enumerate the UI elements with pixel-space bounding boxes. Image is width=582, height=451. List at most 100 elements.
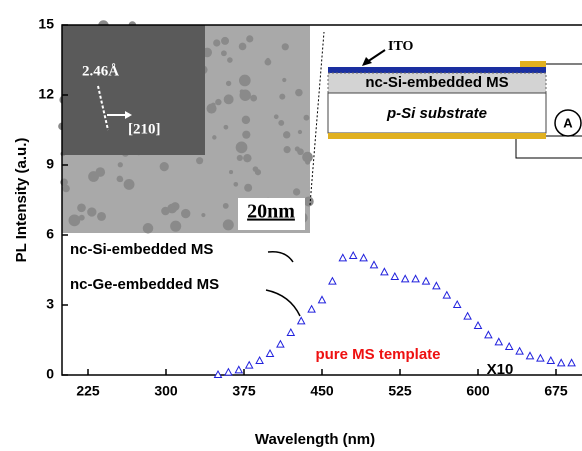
nanocrystal [239,75,251,87]
marker [319,296,326,303]
nanocrystal [265,59,272,66]
x-axis-label: Wavelength (nm) [255,431,375,448]
layer-label: nc-Si-embedded MS [365,74,508,91]
marker [464,313,471,320]
marker [277,341,284,348]
nanocrystal [160,162,169,171]
nanocrystal [215,99,221,105]
nanocrystal [226,81,231,86]
nanocrystal [282,78,286,82]
nanocrystal [181,209,190,218]
marker [256,357,263,364]
nanocrystal [223,219,234,230]
nanocrystal [283,131,290,138]
nanocrystal [77,203,86,212]
y-tick-label: 12 [38,86,54,102]
nanocrystal [243,154,251,162]
callout [268,252,293,262]
nanocrystal [201,213,205,217]
callout [266,290,300,316]
direction-label: [210] [128,121,161,137]
y-tick-label: 3 [46,296,54,312]
nanocrystal [295,89,303,97]
nanocrystal [244,184,252,192]
nanocrystal [221,37,229,45]
nanocrystal [279,94,285,100]
nanocrystal [161,207,170,216]
nanocrystal [224,125,229,130]
nanocrystal [124,179,135,190]
nanocrystal [282,43,289,50]
nanocrystal [174,203,179,208]
nanocrystal [253,166,259,172]
nanocrystal [143,223,154,234]
y-tick-label: 0 [46,366,54,382]
marker [235,366,242,373]
nanocrystal [233,182,238,187]
tem-inset: 2.46Å [210] 20nm [58,20,314,233]
nanocrystal [293,188,300,195]
marker [371,261,378,268]
nanocrystal [170,221,181,232]
marker [287,329,294,336]
nanocrystal [305,159,310,164]
marker [433,282,440,289]
marker [506,343,513,350]
series-label: pure MS template [315,346,440,363]
marker [391,273,398,280]
nanocrystal [223,203,229,209]
marker [516,348,523,355]
arrow-head [362,57,372,66]
marker [360,254,367,261]
nanocrystal [242,116,250,124]
ito-arrow [367,50,385,62]
y-tick-label: 15 [38,16,54,32]
nanocrystal [295,146,300,151]
nanocrystal [79,215,85,221]
marker [329,278,336,285]
ito-label: ITO [388,39,414,54]
nanocrystal [274,114,279,119]
marker [267,350,274,357]
marker [547,357,554,364]
substrate-label: p-Si substrate [386,105,487,122]
marker [298,317,305,324]
y-tick-label: 9 [46,156,54,172]
annotation: X10 [487,361,514,378]
nanocrystal [62,185,69,192]
nanocrystal [69,214,81,226]
back-electrode [328,133,546,139]
x-tick-label: 300 [154,383,178,399]
nanocrystal [211,103,216,108]
marker [246,362,253,369]
chart: 2.46Å [210] 20nm A nc-Si-embedded MS p-S… [0,0,582,451]
nanocrystal [304,115,310,121]
x-tick-label: 675 [544,383,568,399]
marker [225,369,232,376]
marker [412,275,419,282]
nanocrystal [221,50,227,56]
marker [495,338,502,345]
nanocrystal [250,95,257,102]
nanocrystal [227,57,233,63]
marker [454,301,461,308]
marker [381,268,388,275]
device-inset: A nc-Si-embedded MS p-Si substrate ITO [328,39,582,158]
y-tick-label: 6 [46,226,54,242]
marker [527,352,534,359]
ito-layer [328,67,546,73]
nanocrystal [196,157,203,164]
series-label: nc-Si-embedded MS [70,241,213,258]
nanocrystal [87,207,96,216]
x-tick-label: 525 [388,383,412,399]
nanocrystal [229,170,233,174]
nanocrystal [213,39,220,46]
x-tick-label: 600 [466,383,490,399]
nanocrystal [304,196,314,206]
nanocrystal [239,43,247,51]
nanocrystal [240,89,244,93]
marker [443,292,450,299]
marker [475,322,482,329]
marker [537,355,544,362]
y-axis-label: PL Intensity (a.u.) [13,138,30,263]
